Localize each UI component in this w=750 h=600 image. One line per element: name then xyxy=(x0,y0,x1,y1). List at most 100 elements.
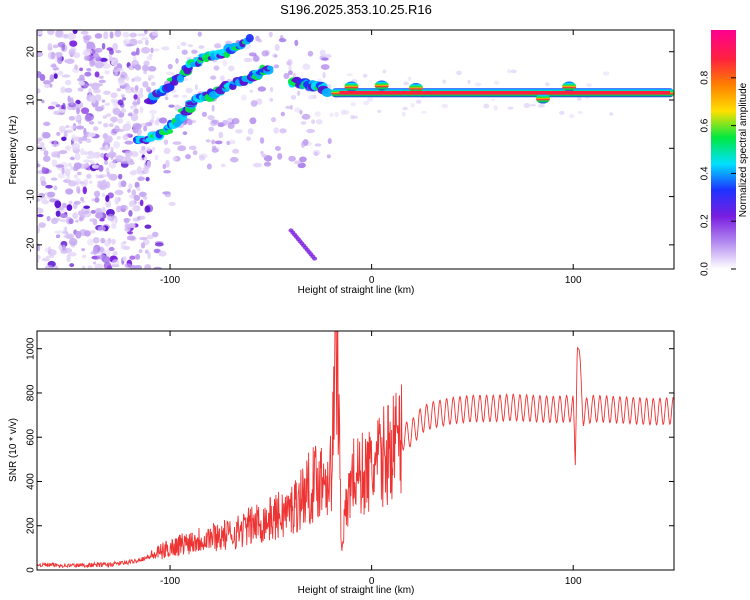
spectrogram-noise-blob xyxy=(273,54,278,58)
spectrogram-noise-blob xyxy=(55,210,61,217)
snr-y-tick-label: 600 xyxy=(26,428,37,445)
spectrogram-noise-blob xyxy=(145,176,150,182)
spectrogram-noise-blob xyxy=(586,83,592,88)
spectrogram-noise-blob xyxy=(47,191,56,198)
spectrogram-noise-blob xyxy=(322,72,326,79)
spectrogram-noise-blob xyxy=(149,109,158,115)
spectrogram-noise-blob xyxy=(42,131,51,139)
spectrogram-noise-blob xyxy=(401,111,406,117)
spectrogram-noise-blob xyxy=(96,182,106,189)
spectrogram-noise-blob xyxy=(65,125,70,129)
snr-y-tick-label: 0 xyxy=(26,567,37,573)
spectrogram-noise-blob xyxy=(129,255,136,260)
spectrogram-noise-blob xyxy=(144,205,151,213)
spectrogram-noise-blob xyxy=(132,122,141,129)
spectrogram-noise-blob xyxy=(85,113,95,121)
spectrogram-noise-blob xyxy=(249,117,257,125)
spectrogram-noise-blob xyxy=(158,117,168,124)
spectrogram-noise-blob xyxy=(94,33,103,39)
spectrogram-noise-blob xyxy=(112,42,119,51)
spectrogram-noise-blob xyxy=(68,237,78,246)
spectrogram-noise-blob xyxy=(136,186,141,192)
spectrogram-noise-blob xyxy=(106,265,113,269)
spectrogram-noise-blob xyxy=(61,244,67,251)
spectrogram-noise-blob xyxy=(143,156,148,162)
spectrogram-noise-blob xyxy=(206,163,212,170)
spectrogram-noise-blob xyxy=(61,136,67,142)
spectrogram-noise-blob xyxy=(124,263,132,268)
spectrogram-noise-blob xyxy=(104,144,109,152)
spectrogram-noise-blob xyxy=(87,150,94,156)
colorbar-tick-label: 0.6 xyxy=(700,118,711,132)
spectrogram-noise-blob xyxy=(211,145,217,150)
spectrogram-noise-blob xyxy=(609,112,614,116)
spectrogram-x-ticks: -100 0 100 xyxy=(160,30,582,286)
spectrogram-noise-blob xyxy=(85,138,92,144)
spectrogram-noise-blob xyxy=(108,53,113,61)
spectrogram-noise-blob xyxy=(285,105,292,110)
spectrogram-noise-blob xyxy=(261,50,269,57)
spectrogram-noise-blob xyxy=(81,265,86,269)
spectrogram-noise-blob xyxy=(51,151,61,158)
spectrogram-noise-blob xyxy=(142,166,149,171)
spectrogram-noise-blob xyxy=(62,228,67,235)
spectrogram-noise-blob xyxy=(116,135,121,140)
spectrogram-noise-blob xyxy=(71,142,81,151)
spectrogram-noise-blob xyxy=(108,123,114,127)
spectrogram-noise-blob xyxy=(114,197,120,205)
spectrogram-noise-blob xyxy=(327,137,332,145)
spectrogram-noise-blob xyxy=(141,46,151,54)
spectrogram-noise-blob xyxy=(82,186,88,195)
spectrogram-noise-blob xyxy=(97,225,106,232)
spectrogram-noise-blob xyxy=(37,163,41,168)
spectrogram-noise-blob xyxy=(136,216,141,220)
spectrogram-noise-blob xyxy=(315,119,323,125)
spectrogram-noise-blob xyxy=(52,217,61,222)
spectrogram-noise-blob xyxy=(94,71,100,78)
spectrogram-frame xyxy=(36,29,675,270)
spectrogram-noise-blob xyxy=(98,79,106,84)
spectrogram-noise-blob xyxy=(83,83,89,88)
spectrogram-y-tick-label: 0 xyxy=(26,145,37,151)
spectrogram-noise-blob xyxy=(163,170,171,174)
spectrogram-noise-blob xyxy=(101,42,106,50)
spectrogram-noise-blob xyxy=(46,215,51,222)
spectrogram-noise-blob xyxy=(47,105,55,110)
spectrogram-noise-blob xyxy=(442,79,446,84)
spectrogram-noise-blob xyxy=(37,243,41,252)
spectrogram-noise-blob xyxy=(80,107,90,115)
spectrogram-noise-blob xyxy=(144,224,152,229)
spectrogram-noise-blob xyxy=(83,127,87,136)
spectrogram-noise-blob xyxy=(37,140,40,145)
spectrogram-noise-blob xyxy=(321,88,333,97)
spectrogram-noise-blob xyxy=(114,30,122,38)
spectrogram-noise-blob xyxy=(115,205,122,213)
spectrogram-noise-blob xyxy=(97,120,102,125)
spectrogram-noise-blob xyxy=(112,250,118,256)
spectrogram-noise-blob xyxy=(50,177,58,181)
spectrogram-noise-blob xyxy=(65,188,74,195)
spectrogram-noise-blob xyxy=(113,141,120,149)
spectrogram-noise-blob xyxy=(116,88,122,92)
spectrogram-noise-blob xyxy=(126,235,136,241)
colorbar-gradient xyxy=(711,30,736,269)
spectrogram-noise-blob xyxy=(255,98,263,105)
spectrogram-noise-blob xyxy=(164,191,172,198)
spectrogram-noise-blob xyxy=(577,110,583,114)
spectrogram-noise-blob xyxy=(163,139,169,146)
spectrogram-noise-blob xyxy=(153,266,162,269)
spectrogram-noise-blob xyxy=(37,30,43,35)
spectrogram-noise-blob xyxy=(57,173,65,179)
spectrogram-noise-blob xyxy=(37,225,41,234)
spectrogram-noise-blob xyxy=(67,252,77,257)
spectrogram-noise-blob xyxy=(287,59,293,66)
spectrogram-noise-blob xyxy=(57,41,66,48)
spectrogram-noise-blob xyxy=(134,64,142,71)
spectrogram-noise-blob xyxy=(115,50,122,54)
spectrogram-noise-blob xyxy=(255,35,260,42)
spectrogram-noise-blob xyxy=(110,128,118,136)
spectrogram-noise-blob xyxy=(201,111,208,117)
spectrogram-noise-blob xyxy=(90,160,95,165)
spectrogram-noise-blob xyxy=(181,49,188,55)
